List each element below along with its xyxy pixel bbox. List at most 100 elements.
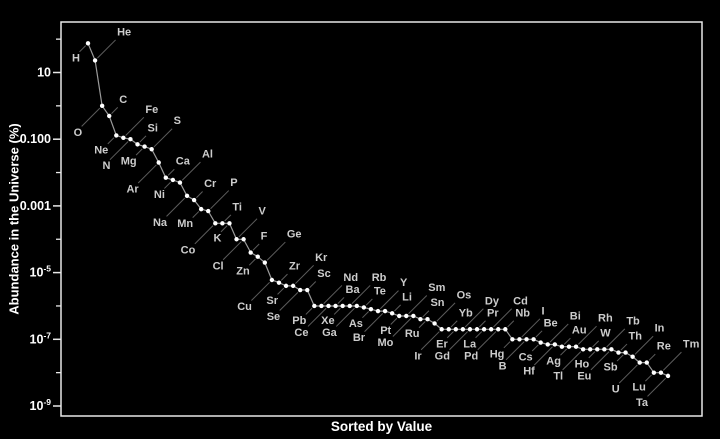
element-label: Na: [153, 217, 168, 229]
label-leader-line: [521, 318, 541, 338]
element-label: Al: [202, 149, 213, 161]
label-leader-line: [251, 281, 270, 301]
label-leader-line: [125, 116, 145, 136]
data-point: [198, 206, 204, 212]
label-leader-line: [563, 337, 571, 345]
data-point: [389, 311, 395, 316]
data-point: [177, 180, 183, 185]
label-leader-line: [634, 335, 654, 355]
element-label: Zn: [236, 266, 250, 278]
label-leader-line: [181, 161, 201, 181]
data-point: [206, 208, 211, 214]
label-leader-line: [153, 128, 173, 148]
label-leader-line: [507, 320, 515, 328]
data-point: [446, 327, 451, 332]
element-label: Pt: [380, 325, 391, 337]
data-point: [276, 280, 282, 285]
data-point: [241, 237, 246, 242]
data-point: [517, 337, 522, 342]
data-point: [163, 175, 169, 180]
label-leader-line: [210, 190, 230, 210]
data-point: [382, 308, 388, 314]
element-label: Pr: [487, 307, 499, 319]
data-point: [333, 303, 338, 309]
element-label: Cs: [519, 352, 533, 364]
label-leader-line: [224, 214, 232, 222]
data-point: [467, 327, 473, 332]
label-leader-line: [79, 45, 87, 53]
data-point: [340, 303, 345, 309]
label-leader-line: [662, 351, 682, 371]
element-label: Ne: [94, 144, 108, 156]
data-point: [418, 317, 423, 322]
element-label: Nb: [515, 307, 530, 319]
element-label: Br: [353, 332, 366, 344]
label-leader-line: [266, 241, 286, 261]
label-leader-line: [620, 343, 628, 351]
element-label: Zr: [289, 261, 301, 273]
label-leader-line: [280, 273, 288, 281]
data-point: [114, 133, 119, 138]
element-label: Ni: [154, 189, 165, 201]
element-label: Sm: [428, 282, 445, 294]
element-label: Re: [657, 341, 671, 353]
plot-frame: [60, 21, 703, 417]
data-point: [616, 350, 621, 355]
element-label: Xe: [321, 315, 334, 327]
label-leader-line: [222, 241, 242, 261]
element-label: Pd: [464, 350, 478, 362]
element-label: S: [174, 115, 181, 127]
data-point: [128, 137, 133, 142]
label-leader-line: [408, 295, 428, 315]
element-label: Ge: [287, 229, 302, 241]
data-point: [595, 347, 600, 352]
label-leader-line: [379, 290, 399, 310]
label-leader-line: [252, 243, 260, 251]
element-label: Ce: [294, 327, 308, 339]
data-point: [92, 58, 98, 63]
label-leader-line: [477, 331, 497, 351]
data-point: [496, 327, 501, 332]
data-point: [630, 354, 635, 359]
label-leader-line: [436, 302, 456, 322]
label-leader-line: [166, 197, 186, 217]
element-label: K: [214, 232, 222, 244]
data-point: [326, 303, 331, 309]
data-point: [488, 327, 494, 332]
element-label: Ca: [176, 156, 191, 168]
data-point: [99, 103, 105, 109]
element-label: Fe: [145, 104, 158, 116]
label-leader-line: [362, 311, 369, 319]
data-point: [269, 277, 275, 283]
element-label: Ba: [346, 284, 361, 296]
element-label: Li: [402, 291, 412, 303]
label-leader-line: [248, 258, 256, 266]
label-leader-line: [493, 308, 513, 328]
element-label: Sn: [430, 297, 444, 309]
data-point: [559, 344, 565, 349]
label-leader-line: [475, 331, 483, 339]
label-leader-line: [647, 377, 667, 397]
element-label: Lu: [632, 382, 645, 394]
data-point: [234, 237, 239, 242]
y-tick-label: 10: [37, 66, 51, 80]
element-label: Tb: [626, 315, 640, 327]
data-point: [587, 347, 593, 352]
label-leader-line: [450, 320, 458, 328]
data-point: [538, 340, 543, 345]
element-label: La: [463, 338, 477, 350]
data-point: [220, 221, 225, 226]
y-tick-label: 10-7: [30, 330, 52, 346]
element-label: Kr: [315, 252, 328, 264]
data-point: [609, 347, 614, 352]
data-point: [121, 135, 126, 141]
element-label: Ag: [546, 356, 561, 368]
label-leader-line: [323, 285, 343, 305]
data-point: [368, 306, 374, 312]
data-point: [354, 303, 359, 309]
label-leader-line: [97, 39, 116, 59]
label-leader-line: [577, 325, 597, 345]
data-point: [573, 344, 579, 349]
label-leader-line: [194, 225, 214, 245]
y-tick-label: 0.100: [20, 132, 51, 146]
